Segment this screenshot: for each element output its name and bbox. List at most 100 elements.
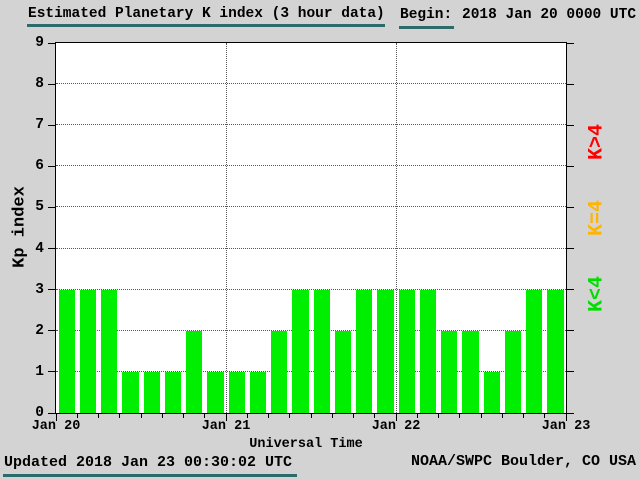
y-tick (48, 248, 55, 250)
chart-title: Estimated Planetary K index (3 hour data… (28, 6, 385, 22)
y-tick (567, 165, 574, 167)
y-tick (48, 289, 55, 291)
h-gridline (56, 206, 566, 208)
kp-bar (249, 371, 266, 413)
kp-bar (441, 330, 458, 413)
h-gridline (56, 83, 566, 85)
y-tick-label: 0 (35, 405, 44, 421)
updated-underline (3, 474, 297, 477)
kp-bar (547, 289, 564, 413)
kp-bar (122, 371, 139, 413)
x-tick-major (55, 414, 57, 421)
y-tick (567, 371, 574, 373)
kp-bar (526, 289, 543, 413)
kp-bar (79, 289, 96, 413)
x-tick-minor (204, 414, 206, 418)
y-tick (567, 412, 574, 414)
x-tick-minor (76, 414, 78, 418)
y-tick (48, 165, 55, 167)
x-tick-minor (459, 414, 461, 418)
begin-underline (399, 26, 454, 29)
x-tick-major (395, 414, 397, 421)
y-tick-label: 2 (35, 322, 44, 339)
x-tick-label: Jan 22 (371, 419, 421, 434)
x-tick-minor (501, 414, 503, 418)
x-tick-label: Jan 21 (201, 419, 251, 434)
kp-bar (356, 289, 373, 413)
kp-bar (398, 289, 415, 413)
y-tick (48, 124, 55, 126)
kp-bar (164, 371, 181, 413)
x-axis-label: Universal Time (249, 437, 363, 452)
kp-bar (483, 371, 500, 413)
kp-bar (377, 289, 394, 413)
x-tick-minor (289, 414, 291, 418)
x-tick-minor (353, 414, 354, 418)
x-tick-minor (246, 414, 248, 418)
y-tick-label: 5 (35, 199, 44, 216)
x-tick-minor (416, 414, 418, 418)
y-tick (567, 124, 574, 126)
x-tick-minor (438, 414, 439, 418)
kp-bar (58, 289, 75, 413)
x-tick-label: Jan 23 (541, 419, 591, 434)
kp-bar (292, 289, 309, 413)
x-tick-minor (268, 414, 269, 418)
y-tick-label: 1 (35, 363, 44, 380)
kp-bar (334, 330, 351, 413)
v-gridline (396, 43, 397, 413)
y-tick (567, 248, 574, 250)
source-credit: NOAA/SWPC Boulder, CO USA (410, 453, 636, 470)
y-tick-label: 6 (35, 158, 44, 175)
y-tick (567, 330, 574, 332)
kp-bar (271, 330, 288, 413)
y-tick (48, 371, 55, 373)
y-tick (48, 330, 55, 332)
plot-area (55, 42, 567, 414)
title-underline (27, 24, 385, 27)
legend-label-kgt4: K>4 (585, 123, 609, 161)
x-tick-minor (98, 414, 99, 418)
y-tick-label: 8 (35, 76, 44, 93)
y-tick (567, 83, 574, 85)
kp-bar (228, 371, 245, 413)
x-tick-label: Jan 20 (31, 419, 81, 434)
kp-bar (419, 289, 436, 413)
x-tick-minor (161, 414, 163, 418)
h-gridline (56, 370, 566, 372)
y-tick (48, 412, 55, 414)
y-tick (567, 289, 574, 291)
y-tick (567, 42, 574, 44)
begin-label: Begin: (400, 7, 453, 23)
x-tick-minor (183, 414, 184, 418)
y-tick-label: 9 (35, 35, 44, 51)
y-tick (48, 206, 55, 208)
y-tick-label: 4 (35, 240, 44, 257)
h-gridline (56, 329, 566, 331)
x-tick-minor (523, 414, 524, 418)
begin-time: 2018 Jan 20 0000 UTC (462, 7, 637, 23)
y-tick (567, 206, 574, 208)
y-tick-label: 7 (35, 117, 44, 134)
h-gridline (56, 288, 566, 290)
x-tick-minor (331, 414, 333, 418)
y-tick (48, 42, 55, 44)
kp-bar (313, 289, 330, 413)
legend-label-keq4: K=4 (585, 199, 609, 237)
h-gridline (56, 165, 566, 167)
kp-bar (504, 330, 521, 413)
y-tick-label: 3 (35, 281, 44, 298)
x-tick-minor (310, 414, 312, 418)
x-tick-minor (374, 414, 376, 418)
v-gridline (226, 43, 227, 413)
kp-bar (101, 289, 118, 413)
kp-bar (207, 371, 224, 413)
h-gridline (56, 247, 566, 249)
x-tick-minor (119, 414, 121, 418)
y-tick (48, 83, 55, 85)
x-tick-major (225, 414, 227, 421)
kp-bar (143, 371, 160, 413)
kp-bar (186, 330, 203, 413)
legend-label-klt4: K<4 (585, 275, 609, 313)
